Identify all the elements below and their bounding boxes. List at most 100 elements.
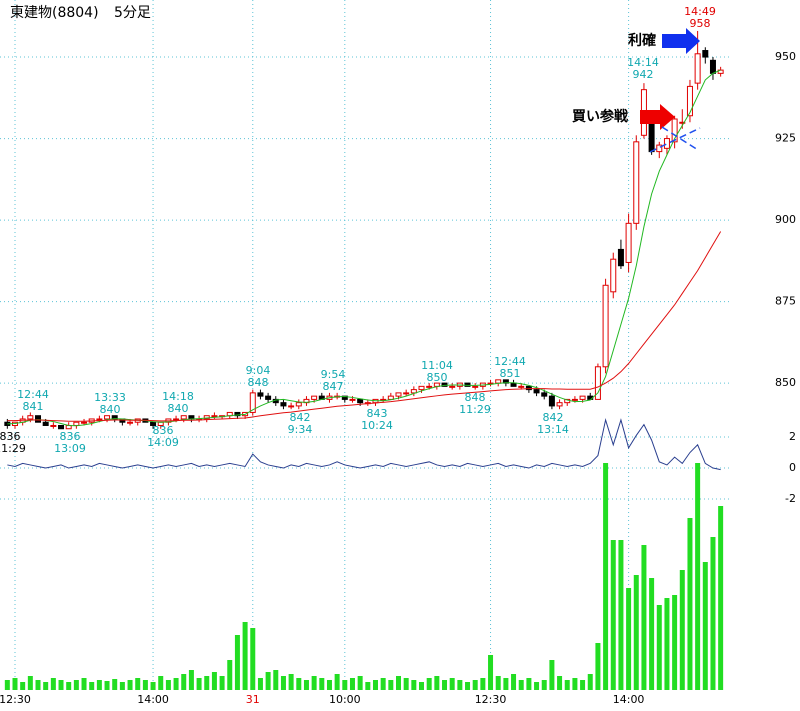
candle-body <box>671 118 678 143</box>
annotation: 842 <box>543 411 564 424</box>
volume-bar <box>12 678 18 690</box>
annotation: 840 <box>168 402 189 415</box>
volume-bar <box>288 674 294 690</box>
candle-body <box>571 398 578 401</box>
volume-bar <box>595 643 601 690</box>
volume-bar <box>426 678 432 690</box>
x-tick-label: 14:00 <box>137 693 169 706</box>
volume-bar <box>127 680 133 690</box>
labels: 850 875 900 925 950 2 0 -2 12:30 14:00 31 10:00 12:3… <box>0 5 796 706</box>
volume-bar <box>227 660 233 690</box>
annotation: 958 <box>690 17 711 30</box>
volume-bar <box>618 540 624 690</box>
volume-bar <box>119 682 125 690</box>
volume-bar <box>242 622 248 690</box>
volume-bar <box>541 680 547 690</box>
volume-bar <box>641 545 647 690</box>
y-tick-label: 875 <box>775 295 796 308</box>
volume-bar <box>58 680 64 690</box>
volume-bar <box>718 506 724 690</box>
volume-bar <box>557 676 563 690</box>
volume-bar <box>4 680 10 690</box>
volume-bar <box>173 678 179 690</box>
candle-body <box>180 415 187 420</box>
volume-bar <box>534 682 540 690</box>
volume-bar <box>518 680 524 690</box>
candle-body <box>617 248 624 267</box>
y2-tick-label: 0 <box>789 461 796 474</box>
volume-bar <box>672 595 678 690</box>
candle-body <box>602 284 609 368</box>
candle-body <box>265 395 272 400</box>
candle-body <box>295 402 302 407</box>
candle-body <box>211 415 218 418</box>
annotation: 12:44 <box>17 388 49 401</box>
volume-bar <box>265 672 271 690</box>
candle-body <box>96 418 103 421</box>
volume-bar <box>495 676 501 690</box>
volume-bar <box>357 676 363 690</box>
annotation: 847 <box>323 380 344 393</box>
volume-bar <box>580 680 586 690</box>
dashed-mark <box>649 127 701 153</box>
volume-bar <box>326 680 332 690</box>
annotation: 11:29 <box>0 442 26 455</box>
volume-bar <box>104 681 110 690</box>
candle-body <box>50 424 57 427</box>
dashed-mark <box>661 126 699 151</box>
volume-bar <box>303 680 309 690</box>
volume-bar <box>43 682 49 690</box>
volume-bar <box>388 680 394 690</box>
volume-bar <box>158 676 164 690</box>
candle-body <box>610 258 617 293</box>
candle-body <box>349 398 356 401</box>
volume-bar <box>633 575 639 690</box>
annotation: 836 <box>60 430 81 443</box>
x-tick-label: 12:30 <box>0 693 31 706</box>
candle-body <box>717 69 724 74</box>
volume-bar <box>73 680 79 690</box>
volume-bar <box>35 680 41 690</box>
annotation: 11:29 <box>459 403 491 416</box>
candle-body <box>709 59 716 74</box>
candle-body <box>656 144 663 153</box>
candle-body <box>449 385 456 388</box>
annotation: 14:14 <box>627 56 659 69</box>
volume-bar <box>273 670 279 690</box>
x-tick-label: 10:00 <box>329 693 361 706</box>
volume-bar <box>188 670 194 690</box>
candle-body <box>104 415 111 420</box>
volume-bar <box>603 463 609 690</box>
candle-body <box>663 138 670 149</box>
volume-bar <box>710 537 716 690</box>
price-panel <box>4 30 724 430</box>
annotation: 836 <box>153 424 174 437</box>
candle-body <box>679 121 686 124</box>
volume-bar <box>27 676 33 690</box>
candle-body <box>42 421 49 426</box>
volume-bar <box>656 605 662 690</box>
volume-bar <box>204 676 210 690</box>
x-tick-label: 31 <box>246 693 260 706</box>
candle-body <box>410 389 417 394</box>
volume-bar <box>419 682 425 690</box>
candle-body <box>518 385 525 388</box>
candle-body <box>288 405 295 408</box>
volume-bar <box>442 680 448 690</box>
volume-bar <box>449 678 455 690</box>
candle-body <box>686 85 693 117</box>
candle-body <box>464 382 471 387</box>
annotation: 14:49 <box>684 5 716 18</box>
x-tick-label: 14:00 <box>613 693 645 706</box>
volume-bar <box>334 674 340 690</box>
volume-bar <box>380 678 386 690</box>
y2-tick-label: -2 <box>785 492 796 505</box>
candle-body <box>249 392 256 413</box>
candle-body <box>173 418 180 421</box>
take-profit-arrow <box>662 28 700 54</box>
volume-bar <box>211 672 217 690</box>
y-tick-label: 900 <box>775 213 796 226</box>
annotation: 14:09 <box>147 436 179 449</box>
volume-bar <box>649 578 655 690</box>
